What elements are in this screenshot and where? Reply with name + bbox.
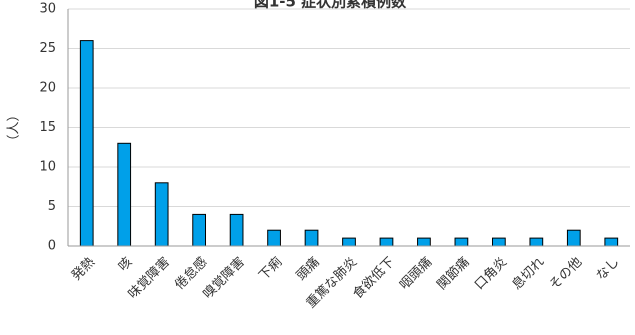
bar xyxy=(604,237,619,247)
y-tick-label: 20 xyxy=(39,81,56,96)
bar xyxy=(529,237,544,247)
x-tick-label: 食欲低下 xyxy=(350,254,398,302)
bar xyxy=(154,182,169,247)
bar xyxy=(192,213,207,247)
bar xyxy=(491,237,506,247)
bar xyxy=(454,237,469,247)
x-tick-label: 口角炎 xyxy=(472,255,510,293)
y-axis-label: （人） xyxy=(7,108,22,147)
bar xyxy=(566,229,581,247)
chart-title: 図1-5 症状別累積例数 xyxy=(254,0,407,11)
bar xyxy=(379,237,394,247)
y-tick-label: 5 xyxy=(48,199,56,214)
y-tick-label: 30 xyxy=(39,2,56,17)
bar xyxy=(417,237,431,247)
y-tick-label: 15 xyxy=(39,120,56,135)
x-tick-label: 息切れ xyxy=(509,254,548,293)
x-tick-label: なし xyxy=(594,255,623,284)
x-tick-label: 嗅覚障害 xyxy=(200,254,248,302)
x-tick-label: 頭痛 xyxy=(293,254,323,284)
y-tick-label: 25 xyxy=(39,41,56,56)
x-tick-label: その他 xyxy=(547,255,585,293)
bar xyxy=(79,40,94,247)
bar xyxy=(267,229,281,247)
bar xyxy=(229,213,244,247)
y-tick-label: 0 xyxy=(48,239,56,254)
y-tick-label: 10 xyxy=(39,160,56,175)
bar xyxy=(342,237,356,247)
x-tick-label: 味覚障害 xyxy=(125,254,173,302)
x-tick-label: 咽頭痛 xyxy=(396,254,435,293)
bar xyxy=(304,229,319,247)
bar xyxy=(117,142,132,247)
x-tick-label: 発熱 xyxy=(69,255,98,284)
x-tick-label: 咳 xyxy=(116,255,136,275)
x-tick-label: 関節痛 xyxy=(434,254,473,293)
x-tick-label: 下痢 xyxy=(256,254,286,284)
